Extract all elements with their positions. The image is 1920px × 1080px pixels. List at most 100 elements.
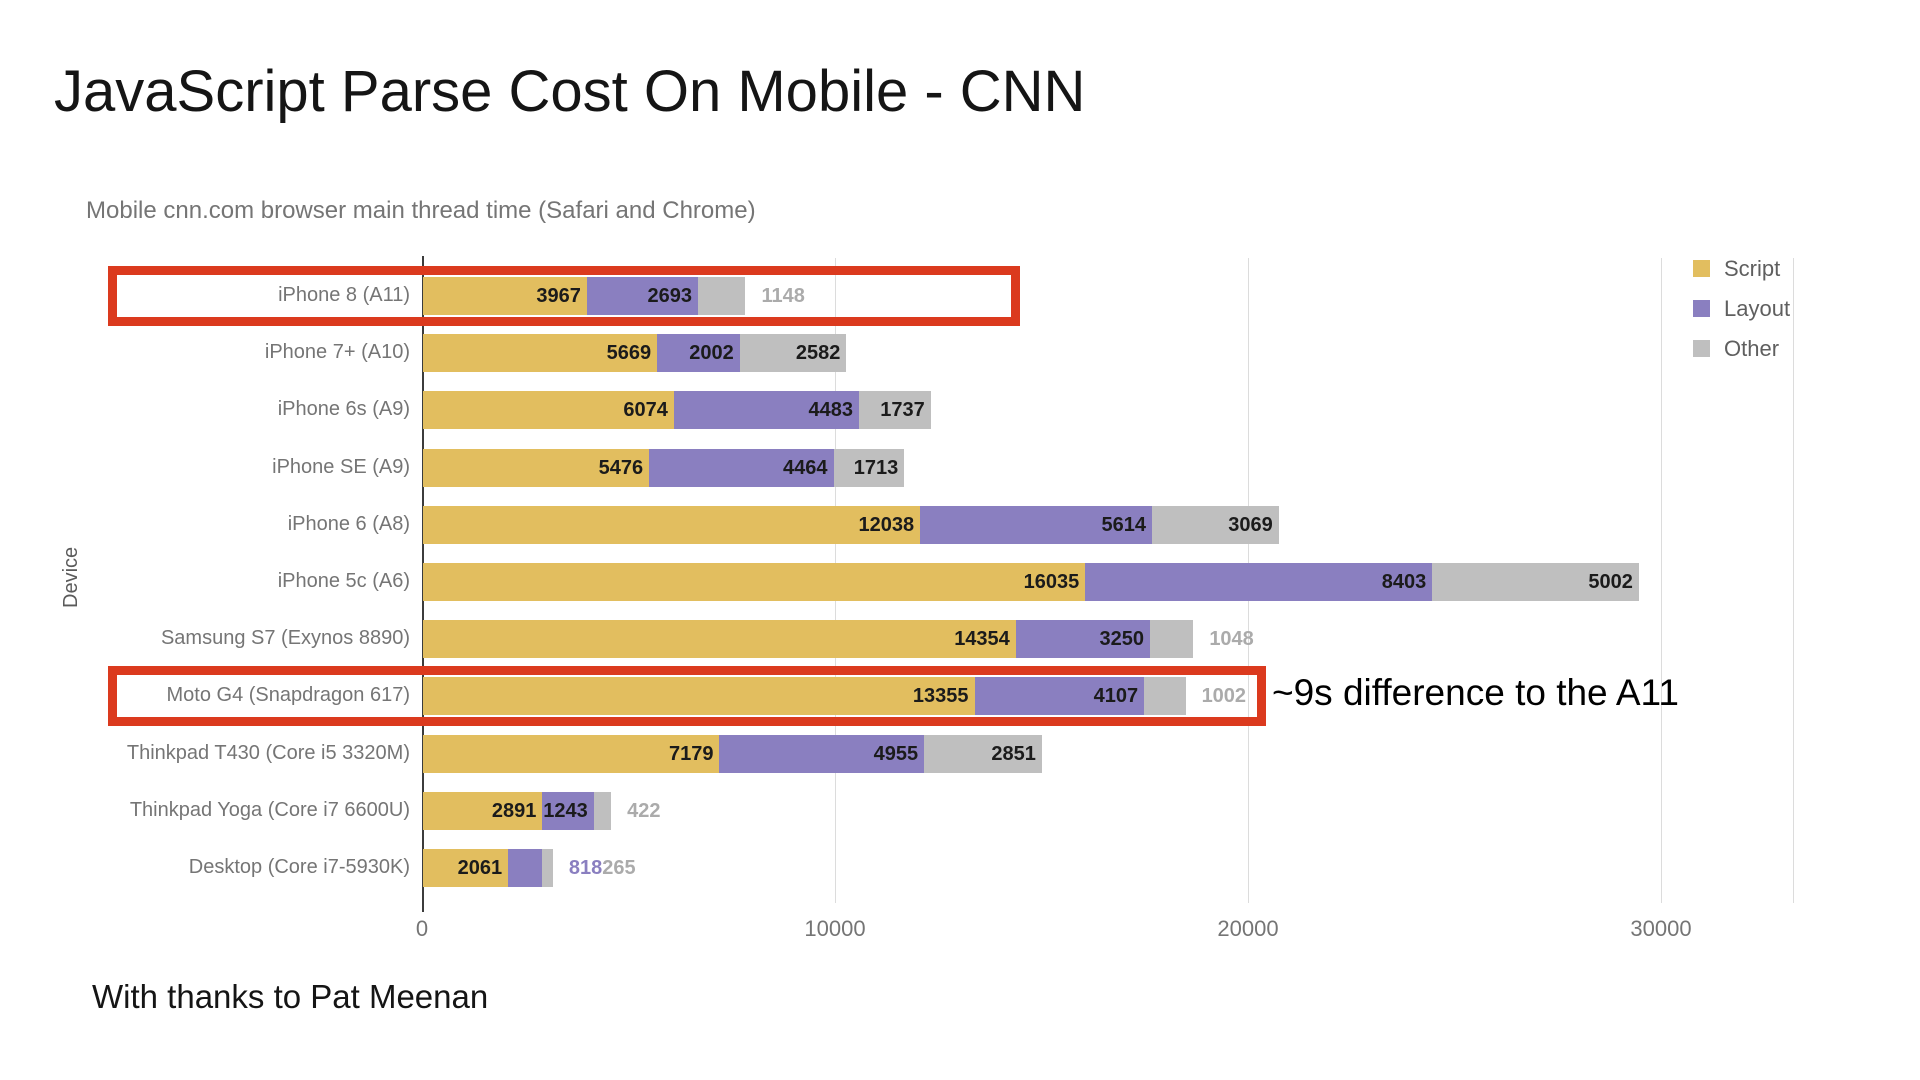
bar-segment-layout: 4483: [673, 391, 859, 430]
device-label: Desktop (Core i7-5930K): [188, 856, 410, 878]
outside-value-labels: 422: [627, 792, 660, 830]
device-label: Samsung S7 (Exynos 8890): [160, 627, 410, 650]
x-tick-label: 0: [415, 916, 429, 941]
segment-value-label: 5614: [1101, 513, 1147, 536]
bar-segment-script: 12038: [423, 505, 921, 544]
bar-row: 6074 4483 1737: [423, 391, 931, 430]
bar-segment-script: 16035: [423, 563, 1086, 601]
device-label: iPhone 6 (A8): [287, 512, 410, 535]
outside-value-label-other: 1002: [1201, 685, 1247, 708]
highlight-box: [108, 666, 1266, 727]
bar-segment-layout: 5614: [920, 505, 1152, 544]
segment-value-label: 4464: [783, 456, 828, 479]
bar-row: 2891 1243: [423, 791, 612, 830]
bar-segment-script: 7179: [423, 734, 720, 773]
bar-segment-script: 14354: [423, 620, 1016, 659]
bar-row: 12038 5614 3069: [423, 505, 1279, 544]
segment-value-label: 6074: [623, 399, 668, 422]
bar-segment-other: [1150, 620, 1194, 659]
x-tick-label: 20000: [1217, 916, 1279, 941]
segment-value-label: 3967: [536, 285, 581, 307]
slide-title: JavaScript Parse Cost On Mobile - CNN: [54, 59, 1086, 124]
device-label: Thinkpad T430 (Core i5 3320M): [126, 741, 410, 764]
bar-segment-layout: 2002: [657, 334, 740, 373]
bar-segment-other: [541, 849, 553, 887]
bar-segment-layout: [508, 849, 542, 887]
bar-segment-other: 3069: [1152, 505, 1279, 544]
bar-segment-layout: 4107: [974, 677, 1145, 716]
script-swatch-icon: [1693, 260, 1710, 277]
device-label: iPhone 6s (A9): [277, 398, 410, 421]
bar-row: 16035 8403 5002: [423, 563, 1639, 601]
outside-value-labels: 818 265: [569, 849, 636, 887]
outside-value-labels: 1048: [1209, 620, 1254, 658]
segment-value-label: 2693: [647, 285, 693, 307]
bar-segment-script: 2891: [423, 791, 543, 830]
bar-segment-script: 13355: [423, 677, 975, 716]
bar-segment-script: 5669: [423, 334, 658, 373]
legend-item-other: Other: [1693, 336, 1790, 361]
bar-segment-layout: 3250: [1015, 620, 1151, 659]
gridline: [1661, 258, 1662, 903]
legend-label-script: Script: [1724, 255, 1781, 281]
outside-value-label-other: 265: [602, 857, 636, 879]
x-tick-label: 30000: [1630, 916, 1692, 941]
segment-value-label: 16035: [1023, 571, 1080, 593]
bar-segment-script: 2061: [423, 849, 509, 887]
device-label: iPhone SE (A9): [272, 455, 410, 478]
bar-segment-other: 2582: [739, 334, 847, 373]
bar-row: 5476 4464 1713: [423, 448, 905, 487]
plot-right-border: [1793, 258, 1794, 903]
bar-segment-layout: 1243: [542, 791, 594, 830]
segment-value-label: 14354: [954, 628, 1010, 651]
segment-value-label: 2582: [795, 342, 841, 365]
bar-segment-script: 3967: [423, 277, 587, 315]
device-label: iPhone 7+ (A10): [264, 341, 410, 364]
bar-segment-layout: 8403: [1085, 563, 1433, 601]
segment-value-label: 3069: [1228, 513, 1273, 536]
segment-value-label: 5669: [606, 342, 652, 365]
device-label: iPhone 8 (A11): [278, 284, 410, 306]
chart-subtitle: Mobile cnn.com browser main thread time …: [86, 197, 756, 224]
bar-row: 2061: [423, 849, 553, 887]
annotation-note: ~9s difference to the A11: [1272, 672, 1679, 713]
segment-value-label: 5476: [598, 456, 644, 479]
bar-segment-other: 5002: [1432, 563, 1639, 601]
bar-segment-other: [698, 277, 746, 315]
device-label: iPhone 5c (A6): [277, 570, 410, 592]
segment-value-label: 1737: [880, 399, 925, 422]
bar-row: 13355 4107: [423, 677, 1186, 716]
bar-row: 3967 2693: [423, 277, 746, 315]
bar-row: 14354 3250: [423, 620, 1194, 659]
outside-value-labels: 1002: [1202, 677, 1247, 715]
segment-value-label: 1713: [853, 456, 899, 479]
segment-value-label: 2851: [991, 742, 1036, 765]
bar-segment-layout: 4955: [719, 734, 925, 773]
segment-value-label: 3250: [1099, 628, 1145, 651]
device-label: Moto G4 (Snapdragon 617): [166, 684, 411, 707]
bar-segment-other: [593, 791, 612, 830]
layout-swatch-icon: [1693, 300, 1710, 317]
legend-item-script: Script: [1693, 256, 1790, 281]
segment-value-label: 2002: [689, 342, 734, 365]
outside-value-label-other: 1148: [761, 285, 805, 307]
other-swatch-icon: [1693, 340, 1710, 357]
bar-row: 7179 4955 2851: [423, 734, 1042, 773]
segment-value-label: 8403: [1381, 571, 1427, 593]
outside-value-label-other: 422: [627, 799, 661, 822]
bar-segment-other: [1144, 677, 1186, 716]
highlight-box: [108, 266, 1020, 326]
legend-label-other: Other: [1724, 335, 1780, 361]
segment-value-label: 1243: [543, 799, 588, 822]
outside-value-label-layout: 818: [568, 857, 603, 879]
device-label: Thinkpad Yoga (Core i7 6600U): [129, 798, 410, 821]
bar-segment-script: 6074: [423, 391, 674, 430]
x-tick-label: 10000: [804, 916, 866, 941]
legend-item-layout: Layout: [1693, 296, 1790, 321]
segment-value-label: 13355: [912, 685, 969, 708]
segment-value-label: 2891: [491, 799, 537, 822]
chart-legend: Script Layout Other: [1693, 256, 1790, 379]
bar-segment-other: 1713: [833, 448, 905, 487]
bar-segment-layout: 4464: [649, 448, 834, 487]
